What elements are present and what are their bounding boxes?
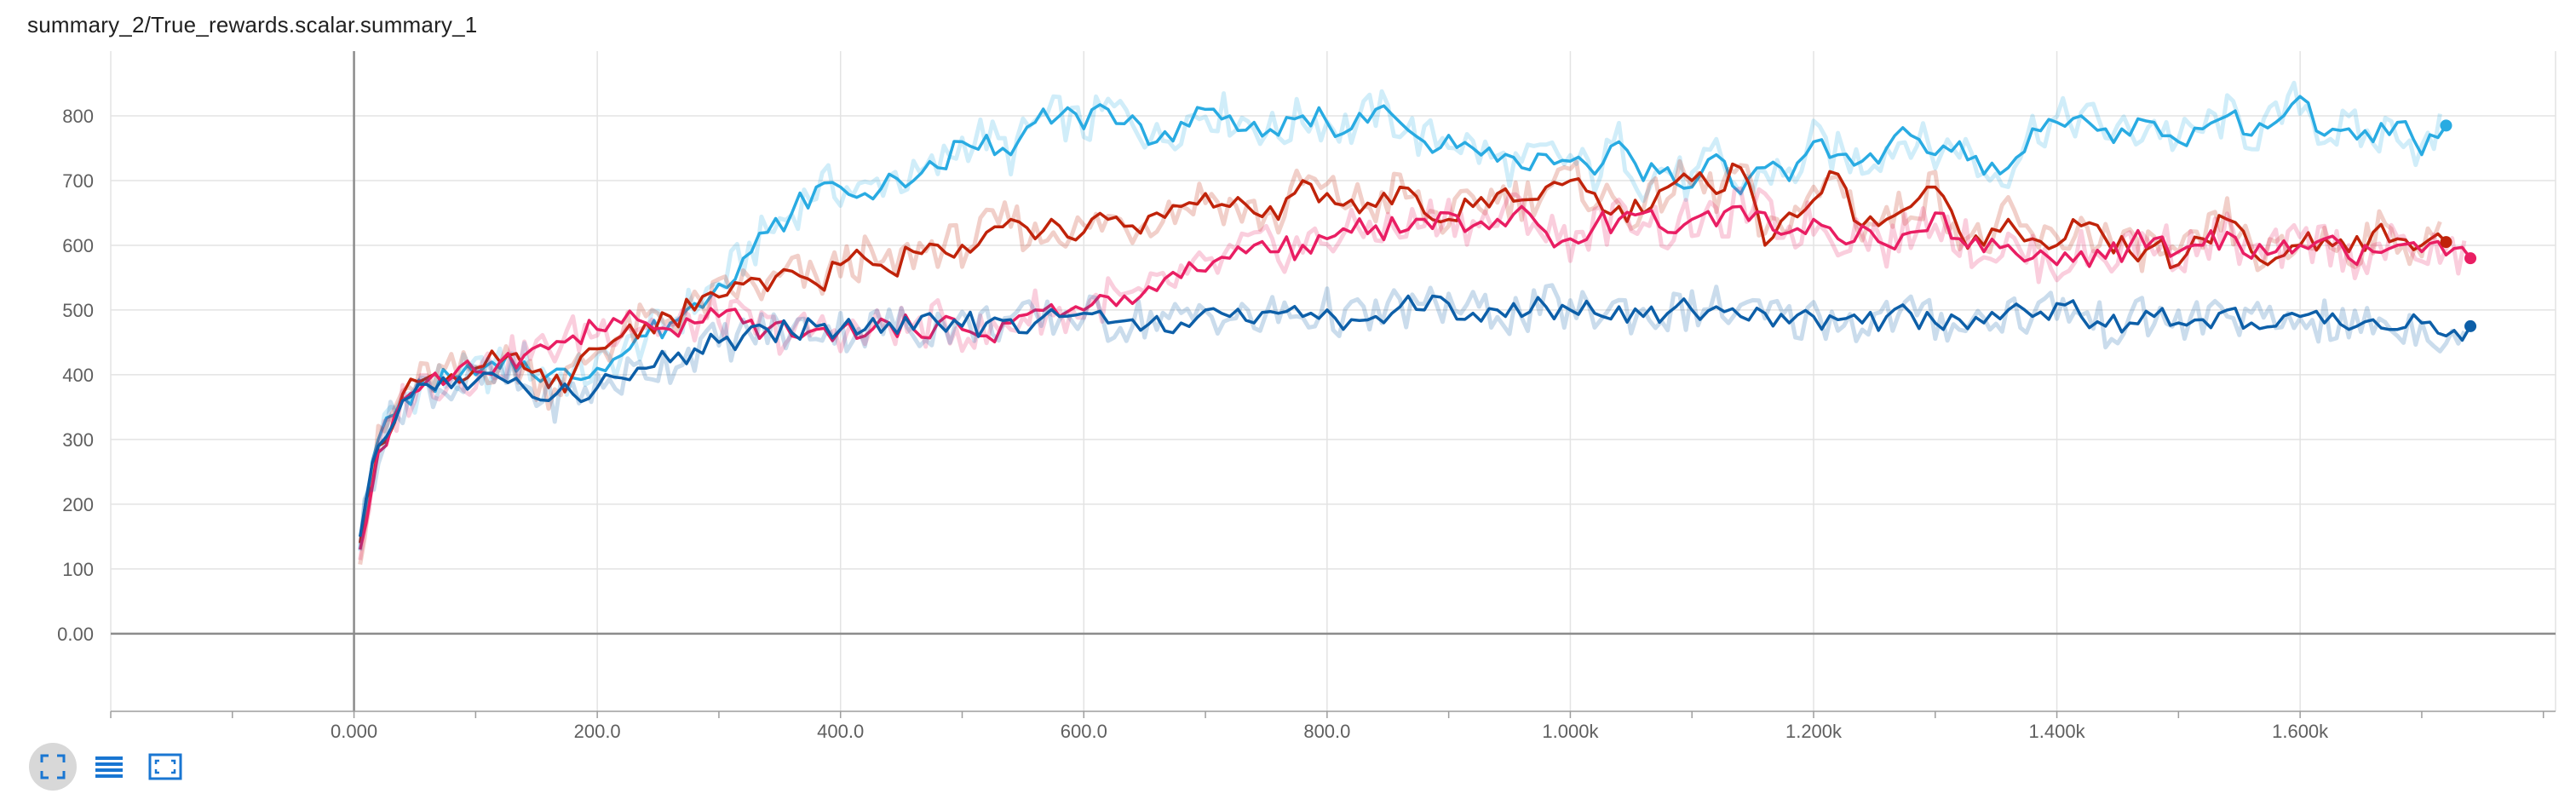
y-tick-label: 200 xyxy=(62,494,94,515)
series-raw-line xyxy=(358,158,2442,566)
chart-series xyxy=(358,80,2472,566)
series-end-point xyxy=(2464,319,2477,332)
fit-domain-icon xyxy=(40,754,66,779)
chart-end-markers xyxy=(2440,119,2477,332)
series-end-point xyxy=(2464,252,2477,265)
series-end-point xyxy=(2440,119,2452,132)
y-tick-label: 500 xyxy=(62,300,94,321)
data-selection-icon xyxy=(148,753,182,780)
x-tick-label: 200.0 xyxy=(574,721,621,742)
chart-tick-labels: 0.00 100 200 300 400 500 600 700 800 0.000 200.0 40… xyxy=(57,106,2329,742)
log-scale-button[interactable] xyxy=(85,743,133,791)
chart-axes xyxy=(110,51,2556,718)
series-line xyxy=(358,162,2447,544)
chart-title: summary_2/True_rewards.scalar.summary_1 xyxy=(27,12,478,37)
x-tick-label: 1.400k xyxy=(2029,721,2086,742)
y-tick-label: 700 xyxy=(62,170,94,192)
y-tick-label: 400 xyxy=(62,365,94,386)
series-line xyxy=(359,95,2447,538)
x-tick-label: 400.0 xyxy=(817,721,864,742)
x-tick-label: 1.200k xyxy=(1785,721,1843,742)
x-tick-label: 1.600k xyxy=(2272,721,2329,742)
x-tick-label: 600.0 xyxy=(1061,721,1107,742)
x-tick-label: 1.000k xyxy=(1542,721,1599,742)
series-raw-line xyxy=(358,80,2442,551)
y-tick-label: 600 xyxy=(62,235,94,256)
y-tick-label: 0.00 xyxy=(57,624,94,645)
series-line xyxy=(358,294,2472,538)
x-tick-label: 0.000 xyxy=(331,721,377,742)
y-tick-label: 800 xyxy=(62,106,94,127)
chart-grid xyxy=(110,51,2556,711)
x-tick-label: 800.0 xyxy=(1303,721,1350,742)
log-scale-icon xyxy=(95,754,124,779)
series-end-point xyxy=(2440,236,2452,249)
y-tick-label: 300 xyxy=(62,429,94,451)
y-tick-label: 100 xyxy=(62,559,94,580)
series-raw-line xyxy=(358,283,2467,550)
data-selection-button[interactable] xyxy=(141,743,189,791)
fit-domain-button[interactable] xyxy=(29,743,77,791)
series-line xyxy=(358,204,2472,550)
